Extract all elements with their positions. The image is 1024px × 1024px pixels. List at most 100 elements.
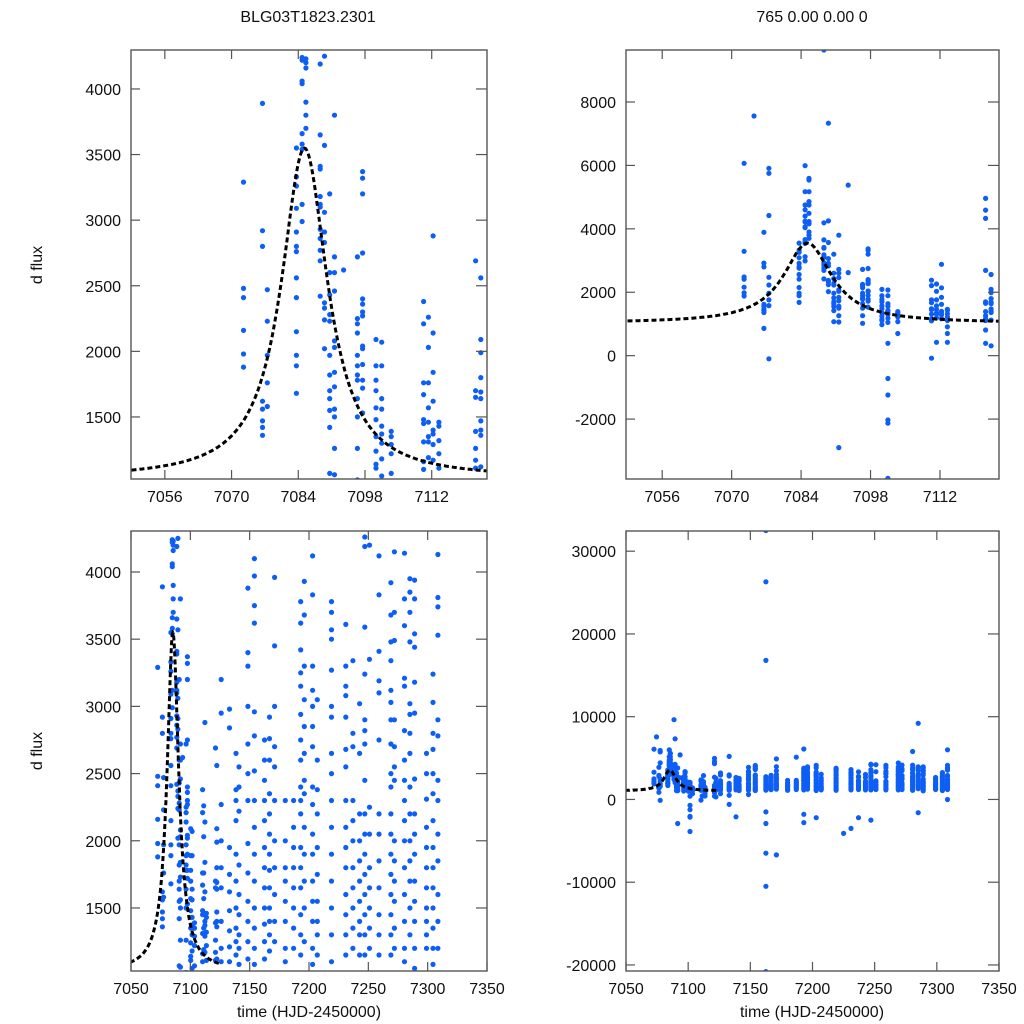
data-point xyxy=(407,701,413,707)
data-point xyxy=(303,56,309,62)
data-point xyxy=(899,768,905,774)
data-point xyxy=(388,658,394,664)
data-point xyxy=(301,851,307,857)
data-point xyxy=(366,831,373,837)
data-point xyxy=(796,255,802,261)
data-point xyxy=(298,784,304,790)
data-point xyxy=(362,891,368,898)
data-point xyxy=(183,842,189,848)
data-point xyxy=(310,687,316,693)
data-point xyxy=(354,414,360,420)
data-point xyxy=(245,741,251,747)
data-point xyxy=(317,293,323,299)
data-point xyxy=(360,361,366,368)
data-point xyxy=(806,189,812,195)
data-point xyxy=(752,787,758,794)
data-point xyxy=(885,392,891,398)
data-point xyxy=(373,461,379,467)
data-point xyxy=(331,472,338,478)
plot-frame xyxy=(625,530,1000,972)
data-point xyxy=(328,959,335,965)
data-point xyxy=(261,865,268,871)
data-point xyxy=(868,787,874,793)
data-point xyxy=(821,267,827,273)
data-point xyxy=(233,905,239,911)
data-point xyxy=(233,750,239,757)
data-point xyxy=(214,839,220,845)
data-point xyxy=(435,604,441,610)
data-point xyxy=(436,419,442,425)
data-point xyxy=(726,753,732,760)
data-point xyxy=(836,445,842,451)
data-point xyxy=(240,295,247,301)
data-point xyxy=(188,940,194,946)
data-point xyxy=(796,293,802,299)
data-point xyxy=(261,939,268,945)
data-point xyxy=(298,865,304,871)
x-tick-label: 7112 xyxy=(923,489,958,506)
data-point xyxy=(261,737,268,743)
data-point xyxy=(407,905,413,911)
data-point xyxy=(802,254,808,260)
data-point xyxy=(379,339,385,345)
data-point xyxy=(291,797,297,804)
data-point xyxy=(170,582,176,589)
data-point xyxy=(388,441,394,448)
data-point xyxy=(251,603,257,609)
data-point xyxy=(430,961,436,968)
data-point xyxy=(726,801,732,808)
data-point xyxy=(430,457,436,463)
data-point xyxy=(813,765,819,771)
data-point xyxy=(328,878,335,884)
data-point xyxy=(818,771,824,777)
data-point xyxy=(423,824,430,830)
data-point xyxy=(214,956,220,962)
data-point xyxy=(180,754,186,761)
data-point xyxy=(291,945,297,951)
data-point xyxy=(188,878,194,884)
data-point xyxy=(293,352,299,358)
data-point xyxy=(245,797,251,804)
data-points xyxy=(651,531,951,971)
x-tick-label: 7056 xyxy=(644,489,680,506)
data-point xyxy=(233,797,239,804)
data-point xyxy=(298,932,304,938)
data-point xyxy=(478,389,484,395)
data-point xyxy=(388,612,394,618)
data-point xyxy=(174,616,180,622)
data-point xyxy=(343,844,349,851)
data-point xyxy=(983,309,989,315)
data-point xyxy=(785,787,791,793)
data-point xyxy=(425,314,431,320)
data-point xyxy=(478,432,484,438)
data-point xyxy=(868,817,874,823)
data-point xyxy=(713,794,719,800)
data-point xyxy=(282,797,288,804)
data-point xyxy=(357,932,363,938)
data-point xyxy=(298,599,304,605)
data-point xyxy=(373,377,379,383)
data-point xyxy=(354,321,360,327)
data-point xyxy=(360,296,366,302)
y-tick-label: 3000 xyxy=(85,699,121,716)
y-tick-label: 0 xyxy=(607,349,616,366)
data-point xyxy=(327,372,333,378)
data-point xyxy=(212,937,219,943)
data-point xyxy=(202,859,208,865)
data-point xyxy=(266,757,273,763)
data-point xyxy=(299,81,305,87)
data-point xyxy=(879,286,885,292)
data-point xyxy=(860,320,866,326)
data-point xyxy=(376,592,382,598)
data-point xyxy=(423,945,430,951)
data-point xyxy=(200,882,206,888)
data-point xyxy=(218,959,224,965)
data-point xyxy=(802,213,808,219)
data-point xyxy=(657,749,663,755)
data-point xyxy=(343,764,349,770)
data-point xyxy=(885,303,891,309)
data-point xyxy=(266,811,273,817)
data-point xyxy=(169,625,175,632)
data-point xyxy=(407,784,413,790)
